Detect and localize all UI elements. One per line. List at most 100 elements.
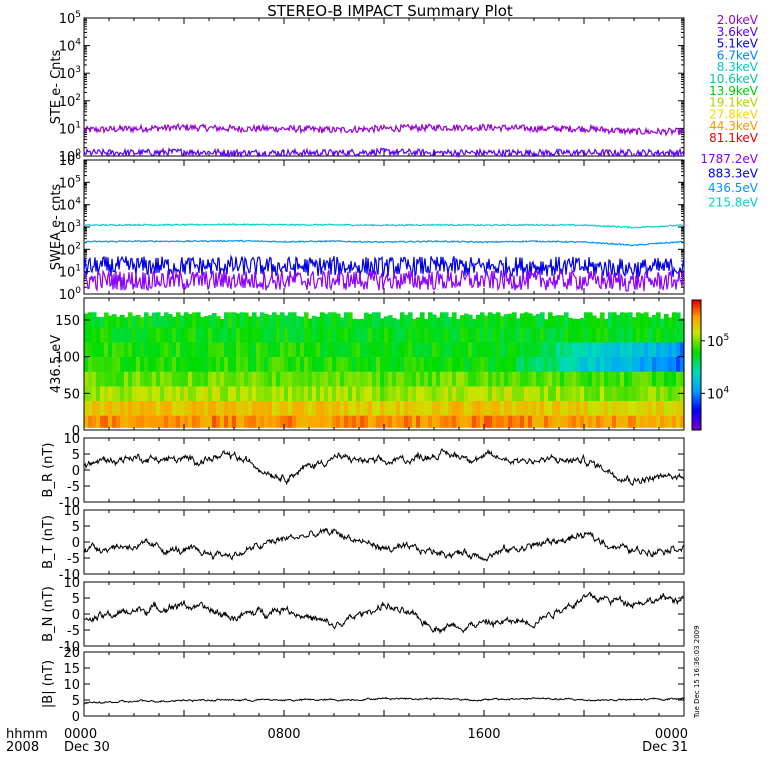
heatmap-cell — [188, 400, 193, 416]
colorbar-step — [692, 318, 701, 320]
colorbar-step — [692, 417, 701, 419]
heatmap-cell — [360, 356, 365, 372]
heatmap-cell — [220, 327, 225, 343]
heatmap-cell — [108, 356, 113, 372]
heatmap-cell — [484, 341, 489, 357]
heatmap-cell — [380, 356, 385, 372]
heatmap-cell — [288, 415, 293, 428]
heatmap-cell — [172, 356, 177, 372]
heatmap-cell — [112, 314, 117, 328]
heatmap-cell — [544, 327, 549, 343]
heatmap-cell — [188, 415, 193, 428]
heatmap-cell — [212, 385, 217, 401]
colorbar-step — [692, 320, 701, 322]
heatmap-cell — [480, 341, 485, 357]
heatmap-cell — [300, 341, 305, 357]
heatmap-cell — [604, 385, 609, 401]
heatmap-cell — [168, 341, 173, 357]
heatmap-cell — [440, 371, 445, 387]
heatmap-cell — [272, 341, 277, 357]
heatmap-cell — [264, 415, 269, 428]
heatmap-cell — [232, 327, 237, 343]
heatmap-cell — [624, 371, 629, 387]
heatmap-cell — [568, 415, 573, 428]
heatmap-cell — [96, 327, 101, 343]
x-tick-label: 1600 — [467, 727, 500, 742]
heatmap-cell — [496, 327, 501, 343]
heatmap-cell — [148, 315, 153, 328]
heatmap-cell — [528, 415, 533, 428]
heatmap-cell — [348, 341, 353, 357]
colorbar-step — [692, 403, 701, 405]
colorbar-step — [692, 419, 701, 421]
heatmap-cell — [404, 315, 409, 328]
heatmap-cell — [496, 400, 501, 416]
colorbar-step — [692, 386, 701, 388]
heatmap-cell — [272, 371, 277, 387]
heatmap-cell — [196, 415, 201, 428]
heatmap-cell — [120, 400, 125, 416]
heatmap-cell — [660, 341, 665, 357]
heatmap-cell — [564, 327, 569, 343]
heatmap-cell — [152, 327, 157, 343]
heatmap-cell — [612, 356, 617, 372]
heatmap-cell — [364, 341, 369, 357]
colorbar-step — [692, 367, 701, 369]
heatmap-cell — [92, 415, 97, 428]
heatmap-cell — [680, 318, 685, 328]
heatmap-cell — [640, 400, 645, 416]
heatmap-cell — [368, 415, 373, 428]
heatmap-cell — [492, 327, 497, 343]
heatmap-cell — [184, 415, 189, 428]
heatmap-cell — [632, 400, 637, 416]
heatmap-cell — [536, 341, 541, 357]
heatmap-cell — [616, 385, 621, 401]
colorbar-step — [692, 393, 701, 395]
heatmap-cell — [540, 327, 545, 343]
heatmap-cell — [240, 415, 245, 428]
panel-frame-bt — [83, 509, 685, 575]
heatmap-cell — [528, 371, 533, 387]
heatmap-cell — [96, 341, 101, 357]
heatmap-cell — [264, 341, 269, 357]
heatmap-cell — [312, 371, 317, 387]
heatmap-cell — [164, 327, 169, 343]
heatmap-cell — [116, 327, 121, 343]
colorbar-step — [692, 426, 701, 428]
heatmap-cell — [160, 415, 165, 428]
heatmap-cell — [268, 400, 273, 416]
heatmap-cell — [316, 356, 321, 372]
heatmap-cell — [160, 385, 165, 401]
heatmap-cell — [144, 312, 149, 328]
heatmap-cell — [552, 316, 557, 328]
heatmap-cell — [200, 400, 205, 416]
heatmap-cell — [512, 371, 517, 387]
heatmap-cell — [616, 327, 621, 343]
heatmap-cell — [432, 385, 437, 401]
heatmap-cell — [100, 317, 105, 328]
heatmap-cell — [644, 341, 649, 357]
heatmap-cell — [404, 385, 409, 401]
heatmap-cell — [408, 327, 413, 343]
heatmap-cell — [176, 327, 181, 343]
heatmap-cell — [432, 415, 437, 428]
heatmap-cell — [468, 371, 473, 387]
legend-item: 215.8eV — [708, 196, 759, 210]
field-trace-bn — [83, 591, 685, 635]
heatmap-cell — [648, 385, 653, 401]
y-tick-label: -10 — [59, 640, 80, 655]
heatmap-cell — [232, 371, 237, 387]
heatmap-cell — [212, 371, 217, 387]
heatmap-cell — [552, 341, 557, 357]
heatmap-cell — [308, 327, 313, 343]
y-tick-label: 102 — [59, 93, 81, 110]
heatmap-cell — [424, 356, 429, 372]
heatmap-cell — [624, 327, 629, 343]
heatmap-cell — [512, 400, 517, 416]
heatmap-cell — [596, 415, 601, 428]
heatmap-cell — [348, 327, 353, 343]
heatmap-cell — [304, 415, 309, 428]
heatmap-cell — [340, 371, 345, 387]
heatmap-cell — [268, 315, 273, 328]
heatmap-cell — [624, 385, 629, 401]
